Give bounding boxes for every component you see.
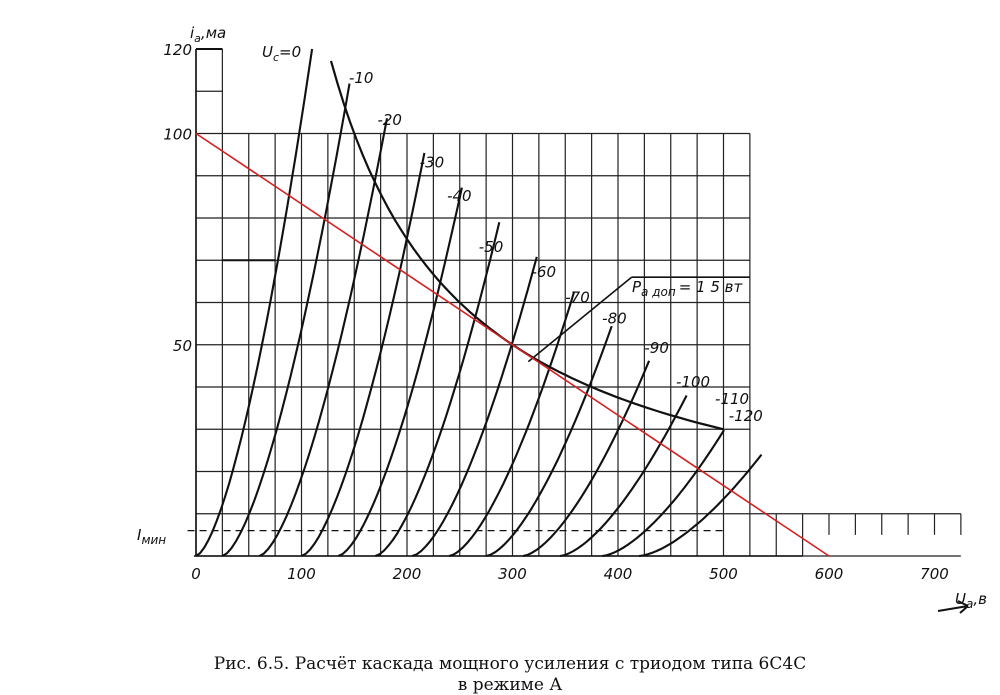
grid-curve-90 (522, 360, 651, 558)
figure-caption-line-1: Рис. 6.5. Расчёт каскада мощного усилени… (214, 654, 806, 674)
grid-curve-30 (301, 152, 426, 557)
x-axis-label: Uа,в (955, 590, 987, 611)
y-axis-label: iа,ма (190, 24, 226, 45)
grid-curve-40 (337, 187, 463, 557)
x-tick-labels: 0 100 200 300 400 500 600 700 (191, 565, 949, 583)
grid-curve-110 (602, 429, 725, 558)
x-tick-label: 600 (815, 565, 844, 583)
grid-curve-100 (559, 395, 688, 558)
curve-label-50: -50 (479, 238, 504, 256)
curve-label-30: -30 (420, 153, 445, 171)
load-line (195, 132, 830, 557)
curve-label-20: -20 (377, 111, 402, 129)
curve-label-40: -40 (447, 187, 472, 205)
i-min-label: Iмин (137, 526, 166, 547)
x-tick-label: 200 (393, 565, 422, 583)
power-limit-leader-line (527, 276, 633, 363)
x-axis-arrow-icon (937, 600, 969, 614)
grid-curve-20 (258, 118, 389, 557)
x-tick-label: 0 (191, 565, 201, 583)
curve-label-120: -120 (729, 407, 763, 425)
x-tick-label: 500 (709, 565, 738, 583)
power-limit-label: Pа доп = 1 5 вт (632, 278, 744, 299)
curve-label-90: -90 (644, 339, 669, 357)
grid-curve-0 (195, 48, 314, 557)
grid-curve-10 (221, 83, 351, 557)
grid-curve-80 (485, 325, 613, 558)
x-tick-label: 100 (287, 565, 316, 583)
curve-label-110: -110 (715, 390, 749, 408)
plate-characteristic-curves (195, 48, 763, 558)
grid-curve-70 (448, 291, 576, 557)
x-tick-label: 700 (920, 565, 949, 583)
grid-curve-60 (411, 256, 538, 557)
y-tick-label: 50 (173, 337, 192, 355)
curve-label-70: -70 (565, 289, 590, 307)
grid-curve-50 (374, 221, 501, 557)
x-tick-label: 300 (498, 565, 527, 583)
curve-label-80: -80 (602, 310, 627, 328)
curve-label-60: -60 (531, 263, 556, 281)
figure-caption-line-2: в режиме А (458, 675, 563, 695)
y-tick-labels: 50 100 120 (163, 41, 192, 355)
curve-label-10: -10 (349, 69, 374, 87)
grid-curve-120 (638, 453, 763, 558)
curve-labels: -10 -20 -30-40 -50 -60 -70 -80 -90 -100 -110-120 (349, 69, 763, 425)
y-tick-label: 120 (163, 41, 192, 59)
legend-title: Uc=0 (262, 43, 301, 64)
curve-label-100: -100 (676, 373, 710, 391)
y-tick-label: 100 (163, 126, 192, 144)
x-tick-label: 400 (604, 565, 633, 583)
